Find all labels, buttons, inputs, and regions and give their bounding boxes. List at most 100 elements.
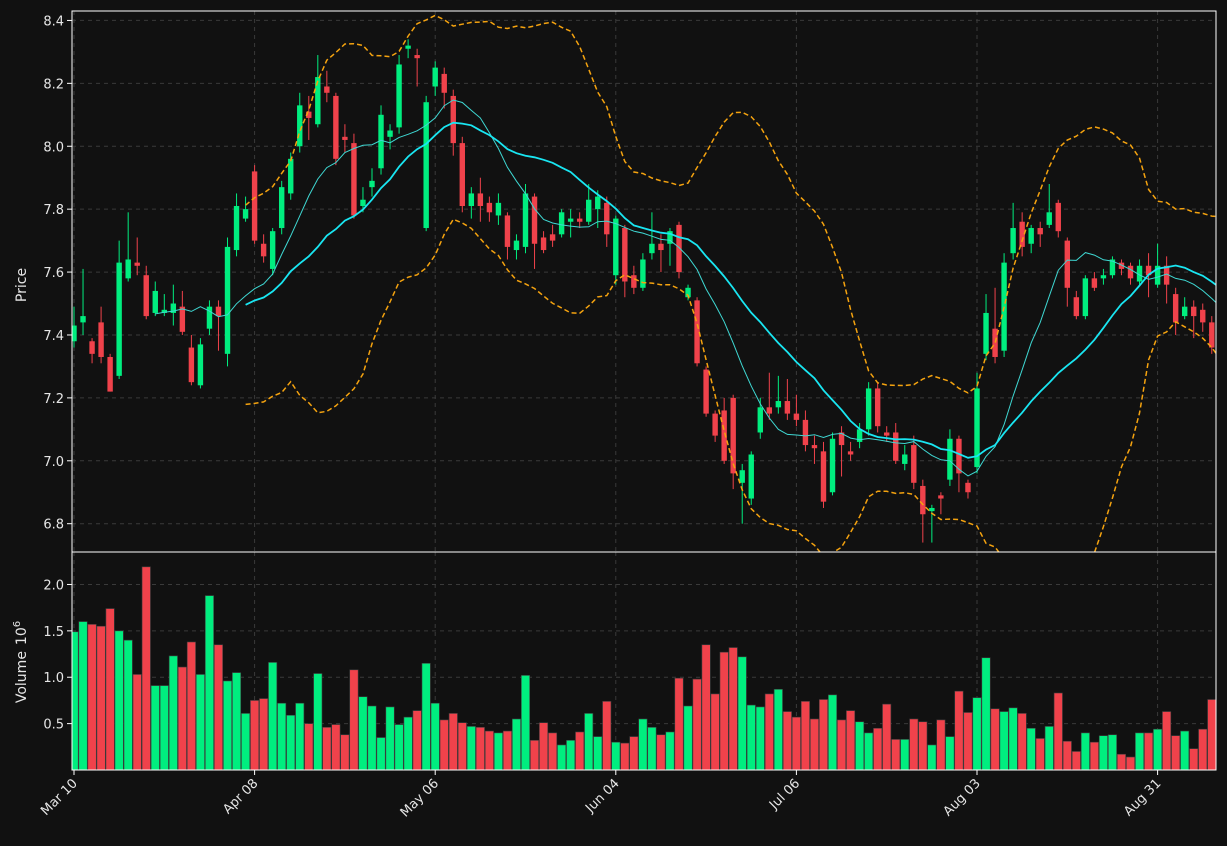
volume-bar (530, 740, 540, 770)
candle-body (983, 312, 989, 354)
candle-body (1028, 228, 1034, 244)
candle-body (775, 401, 782, 408)
candle-body (558, 212, 565, 235)
candle-body (1154, 265, 1161, 285)
candle-body (1172, 294, 1179, 323)
price-ytick-label: 7.4 (43, 329, 64, 344)
candle-body (856, 429, 863, 442)
volume-bar (331, 724, 341, 770)
candle-body (134, 262, 140, 266)
volume-bar (818, 699, 828, 770)
volume-bar (268, 662, 278, 770)
volume-bar (376, 737, 386, 770)
volume-ytick-label: 2.0 (43, 578, 64, 593)
candle-body (378, 114, 384, 169)
volume-axis-label-exponent: 6 (12, 621, 23, 627)
candle-body (170, 303, 177, 313)
volume-bar (602, 701, 612, 770)
volume-bar (475, 727, 485, 770)
candle-body (613, 218, 619, 276)
price-ytick-label: 6.8 (43, 518, 64, 533)
candle-body (306, 111, 312, 118)
price-ytick-label: 8.0 (43, 140, 64, 155)
volume-bar (710, 693, 720, 770)
volume-bar (1098, 735, 1108, 770)
candle-body (938, 495, 944, 499)
candle-body (730, 397, 736, 474)
candle-body (315, 77, 321, 125)
volume-bar (177, 666, 187, 770)
volume-bar (764, 693, 774, 770)
price-axis-label: Price (14, 268, 30, 302)
volume-bar (250, 700, 260, 770)
candle-body (242, 209, 249, 219)
candle-body (902, 454, 908, 464)
volume-bar (186, 641, 196, 770)
candle-body (215, 306, 222, 317)
volume-bar (349, 669, 359, 770)
volume-bar (837, 719, 847, 770)
volume-bar (692, 678, 702, 770)
candle-body (1082, 278, 1089, 317)
candle-body (649, 243, 655, 254)
volume-bar (539, 722, 549, 770)
candle-body (1091, 278, 1098, 288)
candle-body (360, 199, 366, 207)
candle-body (224, 246, 231, 354)
volume-bar (168, 655, 178, 770)
volume-bar (999, 711, 1009, 770)
candle-body (107, 356, 113, 392)
candle-body (387, 130, 393, 137)
candle-body (838, 432, 845, 446)
volume-axis-label: Volume 106 (12, 621, 30, 703)
candle-body (1046, 212, 1052, 225)
candle-body (631, 275, 637, 288)
volume-bar (1162, 711, 1172, 770)
price-ytick-label: 7.8 (43, 203, 64, 218)
volume-bar (105, 608, 115, 770)
volume-bar (1026, 727, 1036, 770)
price-ytick-label: 7.0 (43, 455, 64, 470)
candle-body (576, 218, 583, 222)
volume-bar (304, 723, 314, 770)
candle-body (450, 95, 456, 144)
ma-fast-line (155, 99, 1216, 477)
volume-bar (900, 739, 910, 770)
candle-body (721, 410, 727, 461)
volume-bar (1116, 753, 1126, 770)
candle-body (739, 470, 745, 483)
candle-body (586, 199, 592, 222)
volume-bar (1126, 756, 1136, 770)
candle-body (920, 485, 926, 515)
candle-body (1181, 306, 1188, 317)
volume-bar (72, 631, 79, 770)
candle-body (540, 237, 547, 251)
volume-bar (927, 744, 937, 770)
candle-body (1073, 297, 1080, 317)
volume-bar (828, 694, 838, 770)
candle-body (712, 413, 718, 436)
volume-bar (439, 719, 449, 770)
volume-bar (1198, 728, 1208, 770)
candle-body (269, 231, 276, 269)
candle-body (1010, 228, 1016, 254)
candle-body (1191, 306, 1197, 317)
volume-bar (1135, 732, 1145, 770)
price-lines-group (155, 14, 1216, 552)
candle-body (206, 306, 213, 329)
volume-bar (728, 647, 738, 770)
candle-body (297, 105, 303, 147)
volume-bar (963, 712, 973, 770)
candle-body (369, 180, 375, 188)
candle-body (820, 451, 827, 502)
volume-bar (782, 711, 792, 770)
candle-body (1100, 275, 1107, 279)
candles-group (72, 39, 1215, 543)
candle-body (757, 407, 763, 433)
volume-bar (358, 696, 368, 770)
volume-bar (385, 706, 395, 770)
volume-bar (195, 674, 205, 770)
candle-body (667, 231, 673, 244)
candle-body (829, 438, 836, 493)
